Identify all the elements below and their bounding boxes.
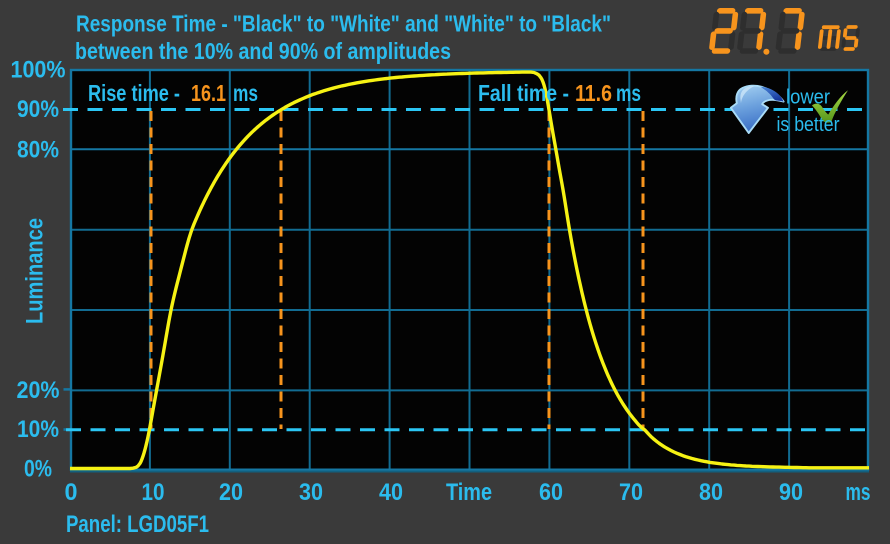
svg-text:20%: 20% [17,377,60,404]
svg-text:is better: is better [777,114,840,136]
svg-text:10: 10 [142,479,165,506]
svg-text:60: 60 [539,479,563,506]
svg-text:Fall time -: Fall time - [478,80,569,106]
svg-text:lower: lower [786,87,830,109]
svg-text:80%: 80% [17,137,59,164]
svg-text:Rise time -: Rise time - [88,80,180,106]
svg-text:11.6: 11.6 [575,80,612,106]
svg-text:90: 90 [779,479,803,506]
svg-text:70: 70 [619,479,643,506]
svg-text:90%: 90% [17,96,59,123]
svg-text:100%: 100% [11,57,66,84]
svg-text:between the 10% and 90% of amp: between the 10% and 90% of amplitudes [75,38,451,64]
svg-text:16.1: 16.1 [191,80,226,106]
svg-text:Time: Time [446,479,492,506]
svg-text:0%: 0% [24,456,52,483]
svg-text:30: 30 [299,479,323,506]
svg-text:40: 40 [379,479,403,506]
svg-text:ms: ms [233,80,258,106]
svg-text:80: 80 [699,479,723,506]
svg-text:0: 0 [65,479,78,506]
svg-text:ms: ms [846,479,871,506]
svg-text:20: 20 [219,479,243,506]
svg-text:Response Time - "Black" to "Wh: Response Time - "Black" to "White" and "… [76,11,611,37]
svg-text:ms: ms [616,80,641,106]
svg-text:10%: 10% [17,416,59,443]
svg-text:Panel: LGD05F1: Panel: LGD05F1 [66,511,209,538]
svg-text:Luminance: Luminance [22,218,49,324]
